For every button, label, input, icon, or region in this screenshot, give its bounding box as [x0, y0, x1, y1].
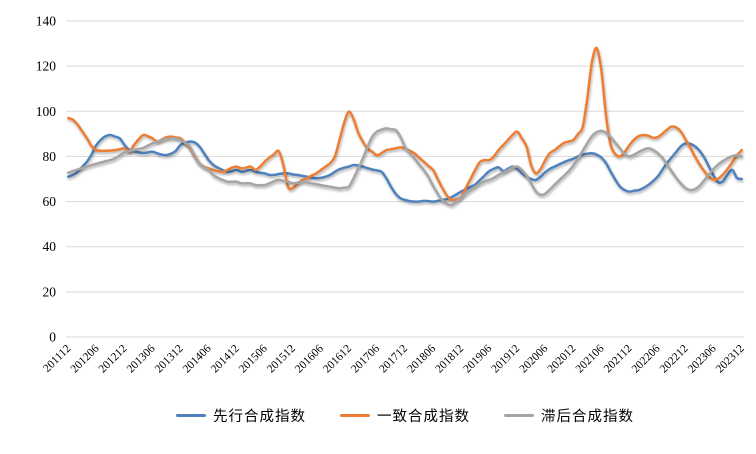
y-axis-tick-label: 0 [49, 330, 56, 345]
x-axis-tick-label: 201506 [237, 342, 270, 375]
legend-item-leading-index: 先行合成指数 [176, 405, 306, 426]
legend-line-swatch-leading-icon [176, 413, 206, 417]
x-axis-tick-label: 202112 [602, 342, 635, 375]
y-axis-tick-label: 100 [36, 104, 57, 119]
x-axis-tick-label: 201412 [209, 342, 242, 375]
x-axis-tick-label: 201306 [125, 342, 158, 375]
x-axis-tick-label: 201212 [97, 342, 130, 375]
legend-item-lagging-index: 滞后合成指数 [504, 405, 634, 426]
y-axis-tick-label: 20 [43, 284, 57, 299]
x-axis-tick-label: 202206 [630, 342, 663, 375]
x-axis-tick-label: 201406 [181, 342, 214, 375]
legend-item-coincident-index: 一致合成指数 [340, 405, 470, 426]
x-axis-tick-label: 202306 [686, 342, 719, 375]
x-axis-tick-label: 201512 [265, 342, 298, 375]
x-axis-tick-label: 202006 [518, 342, 551, 375]
x-axis-tick-label: 202312 [714, 342, 747, 375]
x-axis-tick-label: 201312 [153, 342, 186, 375]
leading-index-line [67, 133, 743, 203]
legend-label-leading: 先行合成指数 [213, 408, 306, 425]
y-axis-tick-label: 60 [43, 194, 57, 209]
y-axis-tick-label: 80 [43, 149, 57, 164]
coincident-index-line [67, 46, 743, 202]
legend-label-coincident: 一致合成指数 [377, 408, 470, 425]
x-axis-tick-label: 201712 [377, 342, 410, 375]
x-axis-tick-label: 201706 [349, 342, 382, 375]
legend-line-swatch-coincident-icon [340, 413, 370, 417]
x-axis-tick-label: 201906 [461, 342, 494, 375]
chart-legend: 先行合成指数 一致合成指数 滞后合成指数 [66, 402, 744, 428]
x-axis-tick-label: 202106 [574, 342, 607, 375]
x-axis-tick-label: 202012 [546, 342, 579, 375]
x-axis-tick-label: 201206 [69, 342, 102, 375]
x-axis-tick-label: 201806 [405, 342, 438, 375]
x-axis-tick-label: 201606 [293, 342, 326, 375]
x-axis-tick-label: 201912 [489, 342, 522, 375]
x-axis-tick-label: 201612 [321, 342, 354, 375]
y-axis-tick-label: 40 [43, 239, 57, 254]
legend-label-lagging: 滞后合成指数 [541, 408, 634, 425]
lagging-index-line [67, 127, 743, 207]
x-axis-tick-label: 202212 [658, 342, 691, 375]
legend-line-swatch-lagging-icon [504, 413, 534, 417]
x-axis-tick-label: 201812 [433, 342, 466, 375]
x-axis-tick-label: 201112 [41, 342, 73, 374]
y-axis-tick-label: 140 [36, 14, 57, 29]
y-axis-tick-label: 120 [36, 59, 57, 74]
